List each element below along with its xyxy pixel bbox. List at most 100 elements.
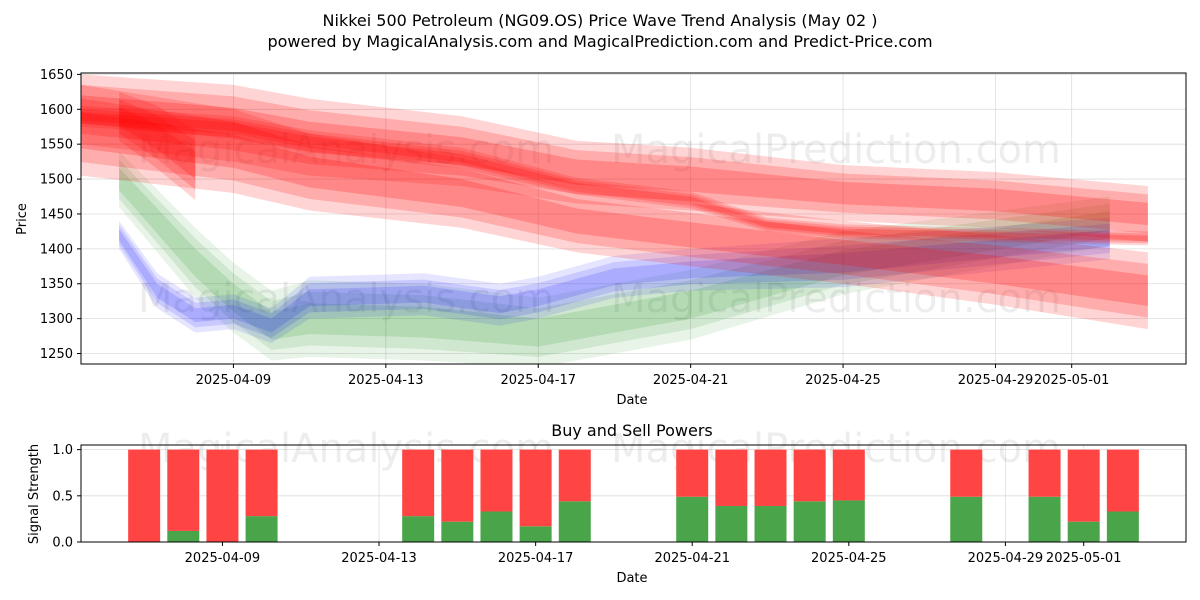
powers-bars	[128, 449, 1139, 542]
sell-bar	[832, 449, 865, 501]
price-x-tick-label: 2025-04-13	[348, 373, 424, 388]
buy-bar	[1028, 496, 1061, 542]
green-wave-band	[119, 151, 1110, 364]
price-y-axis: 1250 1300 1350 1400 1450 1500 1550 1600 1650	[40, 68, 81, 362]
mixed-fan-band	[119, 91, 196, 200]
buy-bar	[1106, 511, 1139, 542]
sell-bar	[245, 449, 278, 517]
blue-wave-band	[119, 223, 1110, 338]
sell-bar	[754, 449, 787, 506]
red-wave-lower-band	[81, 112, 1148, 307]
sell-bar	[480, 449, 513, 512]
red-wave-core-band	[81, 105, 1148, 246]
sell-bar	[793, 449, 826, 502]
powers-x-tick-label: 2025-05-01	[1046, 551, 1122, 566]
powers-x-tick-label: 2025-04-17	[498, 551, 574, 566]
blue-wave-band	[119, 217, 1110, 344]
buy-bar	[519, 526, 552, 542]
price-y-tick-label: 1600	[40, 103, 73, 118]
buy-bar	[676, 496, 709, 542]
price-y-tick-label: 1250	[40, 347, 73, 362]
price-x-tick-label: 2025-04-09	[196, 373, 272, 388]
watermark-left: MagicalAnalysis.com	[138, 127, 554, 173]
buy-bar	[715, 505, 748, 542]
powers-y-label: Signal Strength	[27, 444, 42, 544]
mixed-fan-band	[119, 99, 196, 190]
price-x-tick-label: 2025-04-17	[500, 373, 576, 388]
powers-y-tick-label: 0.0	[52, 536, 73, 551]
powers-x-label: Date	[616, 571, 647, 586]
powers-title: Buy and Sell Powers	[551, 421, 713, 440]
price-y-label: Price	[15, 203, 30, 235]
sell-bar	[1067, 449, 1100, 522]
sell-bar	[206, 449, 239, 542]
powers-x-tick-label: 2025-04-21	[654, 551, 730, 566]
sell-bar	[1028, 449, 1061, 497]
sell-bar	[558, 449, 591, 502]
price-grid	[81, 73, 1186, 364]
green-wave-band	[119, 167, 1110, 347]
sell-bar	[1106, 449, 1139, 512]
red-wave-upper-band	[81, 84, 1148, 234]
sell-bar	[715, 449, 748, 506]
buy-bar	[402, 516, 435, 542]
sell-bar	[519, 449, 552, 527]
price-x-label: Date	[616, 393, 647, 408]
price-x-axis: 2025-04-09 2025-04-13 2025-04-17 2025-04-21…	[196, 364, 1110, 388]
price-x-tick-label: 2025-04-21	[653, 373, 729, 388]
buy-bar	[832, 500, 865, 542]
watermark-right-lower: MagicalPrediction.com	[611, 276, 1061, 322]
powers-y-tick-label: 0.5	[52, 489, 73, 504]
price-y-tick-label: 1400	[40, 242, 73, 257]
mixed-fan-band	[119, 106, 196, 180]
sell-bar	[402, 449, 435, 517]
price-x-tick-label: 2025-04-25	[805, 373, 881, 388]
buy-bar	[245, 516, 278, 542]
price-wave-bands	[81, 74, 1148, 364]
price-y-tick-label: 1300	[40, 312, 73, 327]
sell-bar	[441, 449, 474, 522]
buy-bar	[167, 530, 200, 542]
price-watermarks: MagicalAnalysis.com MagicalPrediction.co…	[138, 127, 1061, 322]
chart-title: Nikkei 500 Petroleum (NG09.OS) Price Wav…	[323, 11, 878, 30]
blue-wave-band	[119, 229, 1110, 333]
red-wave-upper-band	[81, 74, 1148, 242]
red-wave-upper-band	[81, 95, 1148, 226]
price-y-tick-label: 1350	[40, 277, 73, 292]
powers-x-tick-label: 2025-04-13	[341, 551, 417, 566]
price-y-tick-label: 1550	[40, 138, 73, 153]
powers-plot-frame	[80, 444, 1187, 543]
buy-bar	[793, 501, 826, 542]
red-wave-core-band	[81, 112, 1148, 242]
powers-x-tick-label: 2025-04-09	[185, 551, 261, 566]
sell-bar	[128, 449, 161, 542]
chart-subtitle: powered by MagicalAnalysis.com and Magic…	[267, 32, 932, 51]
price-y-tick-label: 1450	[40, 207, 73, 222]
sell-bar	[950, 449, 983, 497]
powers-x-tick-label: 2025-04-29	[968, 551, 1044, 566]
watermark-right: MagicalPrediction.com	[611, 127, 1061, 173]
buy-bar	[558, 501, 591, 542]
buy-bar	[441, 521, 474, 542]
price-x-tick-label: 2025-04-29	[958, 373, 1034, 388]
price-x-tick-label: 2025-05-01	[1034, 373, 1110, 388]
sell-bar	[167, 449, 200, 531]
price-plot-frame	[80, 72, 1187, 365]
powers-x-tick-label: 2025-04-25	[811, 551, 887, 566]
red-wave-core-band	[81, 108, 1148, 244]
buy-bar	[480, 511, 513, 542]
powers-y-tick-label: 1.0	[52, 443, 73, 458]
sell-bar	[676, 449, 709, 497]
green-wave-band	[119, 159, 1110, 357]
watermark-left-lower: MagicalAnalysis.com	[138, 276, 554, 322]
buy-bar	[754, 505, 787, 542]
red-wave-lower-band	[81, 84, 1148, 330]
buy-bar	[1067, 521, 1100, 542]
powers-y-axis: 0.0 0.5 1.0	[52, 443, 81, 551]
price-y-tick-label: 1650	[40, 68, 73, 83]
buy-bar	[950, 496, 983, 542]
red-wave-lower-band	[81, 98, 1148, 318]
powers-x-axis: 2025-04-09 2025-04-13 2025-04-17 2025-04-21…	[185, 542, 1122, 566]
